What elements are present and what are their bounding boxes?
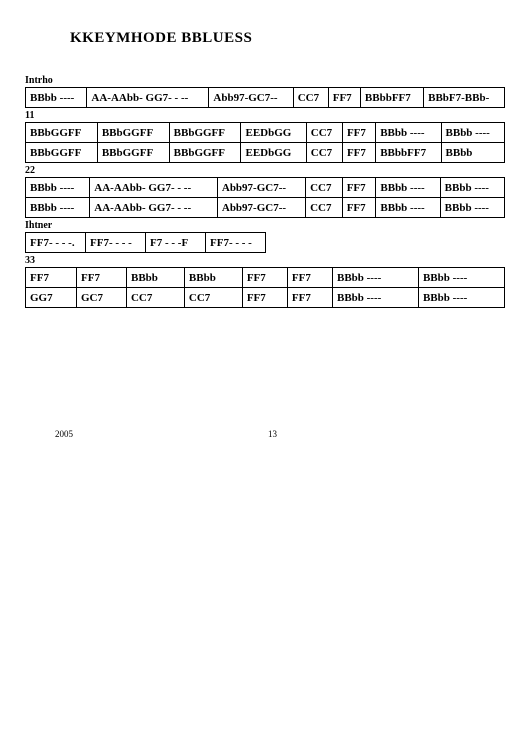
chord-cell: FF7- - - -. — [26, 233, 86, 253]
chord-cell: CC7 — [306, 198, 343, 218]
chord-cell: CC7 — [306, 123, 342, 143]
chord-cell: BBbb ---- — [376, 178, 440, 198]
chord-cell: FF7 — [26, 268, 77, 288]
chord-cell: BBbb ---- — [332, 288, 418, 308]
chord-row: FF7FF7BBbbBBbbFF7FF7BBbb ----BBbb ---- — [26, 268, 505, 288]
chord-cell: FF7 — [287, 268, 332, 288]
chord-grid: BBbb ----AA-AAbb- GG7- - --Abb97-GC7--CC… — [25, 87, 505, 108]
chord-cell: FF7 — [342, 198, 376, 218]
chord-cell: CC7 — [184, 288, 242, 308]
chord-cell: FF7 — [342, 123, 375, 143]
chord-cell: BBbbFF7 — [376, 143, 441, 163]
chord-cell: BBbb — [126, 268, 184, 288]
chord-cell: BBbb ---- — [440, 198, 504, 218]
chord-cell: BBbb ---- — [26, 88, 87, 108]
footer-page: 13 — [268, 429, 277, 439]
chord-cell: BBbb ---- — [26, 198, 90, 218]
chord-cell: Abb97-GC7-- — [217, 198, 305, 218]
chord-cell: BBbF7-BBb- — [424, 88, 505, 108]
chord-cell: BBbbFF7 — [360, 88, 423, 108]
chord-cell: BBbb ---- — [26, 178, 90, 198]
chord-cell: EEDbGG — [241, 123, 306, 143]
chord-row: BBbb ----AA-AAbb- GG7- - --Abb97-GC7--CC… — [26, 88, 505, 108]
chord-cell: FF7- - - - — [86, 233, 146, 253]
chord-cell: BBbb — [184, 268, 242, 288]
chord-cell: Abb97-GC7-- — [209, 88, 293, 108]
chord-grid: BBbGGFFBBbGGFFBBbGGFFEEDbGGCC7FF7BBbb --… — [25, 122, 505, 163]
section-label: 33 — [25, 255, 505, 266]
chord-cell: AA-AAbb- GG7- - -- — [87, 88, 209, 108]
chord-cell: BBbGGFF — [26, 143, 98, 163]
chord-cell: BBbb ---- — [418, 288, 504, 308]
chord-cell: BBbb ---- — [376, 198, 440, 218]
chord-cell: FF7- - - - — [206, 233, 266, 253]
footer: 2005 13 — [25, 429, 505, 439]
chord-row: BBbb ----AA-AAbb- GG7- - --Abb97-GC7--CC… — [26, 198, 505, 218]
chord-cell: EEDbGG — [241, 143, 306, 163]
chord-cell: BBbGGFF — [97, 143, 169, 163]
chord-cell: FF7 — [287, 288, 332, 308]
chord-grid: FF7- - - -.FF7- - - -F7 - - -FFF7- - - - — [25, 232, 266, 253]
chord-cell: CC7 — [306, 178, 343, 198]
chord-row: BBbGGFFBBbGGFFBBbGGFFEEDbGGCC7FF7BBbbFF7… — [26, 143, 505, 163]
chord-cell: BBbb ---- — [376, 123, 441, 143]
footer-year: 2005 — [55, 429, 73, 439]
chord-cell: BBbb ---- — [441, 123, 504, 143]
section-label: 22 — [25, 165, 505, 176]
chord-cell: BBbGGFF — [97, 123, 169, 143]
chord-cell: CC7 — [306, 143, 342, 163]
chord-grid: FF7FF7BBbbBBbbFF7FF7BBbb ----BBbb ----GG… — [25, 267, 505, 308]
chord-cell: BBbb ---- — [332, 268, 418, 288]
chord-cell: BBbb ---- — [418, 268, 504, 288]
chord-row: GG7GC7CC7CC7FF7FF7BBbb ----BBbb ---- — [26, 288, 505, 308]
chord-row: FF7- - - -.FF7- - - -F7 - - -FFF7- - - - — [26, 233, 266, 253]
chord-cell: AA-AAbb- GG7- - -- — [90, 198, 218, 218]
chord-cell: FF7 — [242, 288, 287, 308]
chord-grid: BBbb ----AA-AAbb- GG7- - --Abb97-GC7--CC… — [25, 177, 505, 218]
chord-cell: FF7 — [328, 88, 360, 108]
chord-cell: GG7 — [26, 288, 77, 308]
chord-row: BBbb ----AA-AAbb- GG7- - --Abb97-GC7--CC… — [26, 178, 505, 198]
chord-row: BBbGGFFBBbGGFFBBbGGFFEEDbGGCC7FF7BBbb --… — [26, 123, 505, 143]
chord-cell: CC7 — [126, 288, 184, 308]
chord-cell: BBbGGFF — [169, 123, 241, 143]
chord-cell: AA-AAbb- GG7- - -- — [90, 178, 218, 198]
chart-title: KKEYMHODE BBLUESS — [70, 30, 505, 47]
chord-cell: FF7 — [342, 143, 375, 163]
chord-cell: Abb97-GC7-- — [217, 178, 305, 198]
chord-cell: CC7 — [293, 88, 328, 108]
chord-cell: GC7 — [77, 288, 127, 308]
chord-cell: F7 - - -F — [146, 233, 206, 253]
chord-cell: FF7 — [342, 178, 376, 198]
section-label: Intrho — [25, 75, 505, 86]
chord-sections: IntrhoBBbb ----AA-AAbb- GG7- - --Abb97-G… — [25, 75, 505, 308]
section-label: 11 — [25, 110, 505, 121]
chord-cell: BBbb — [441, 143, 504, 163]
chord-cell: BBbGGFF — [26, 123, 98, 143]
chord-cell: FF7 — [77, 268, 127, 288]
chord-cell: BBbb ---- — [440, 178, 504, 198]
section-label: Ihtner — [25, 220, 505, 231]
chord-cell: BBbGGFF — [169, 143, 241, 163]
chord-cell: FF7 — [242, 268, 287, 288]
